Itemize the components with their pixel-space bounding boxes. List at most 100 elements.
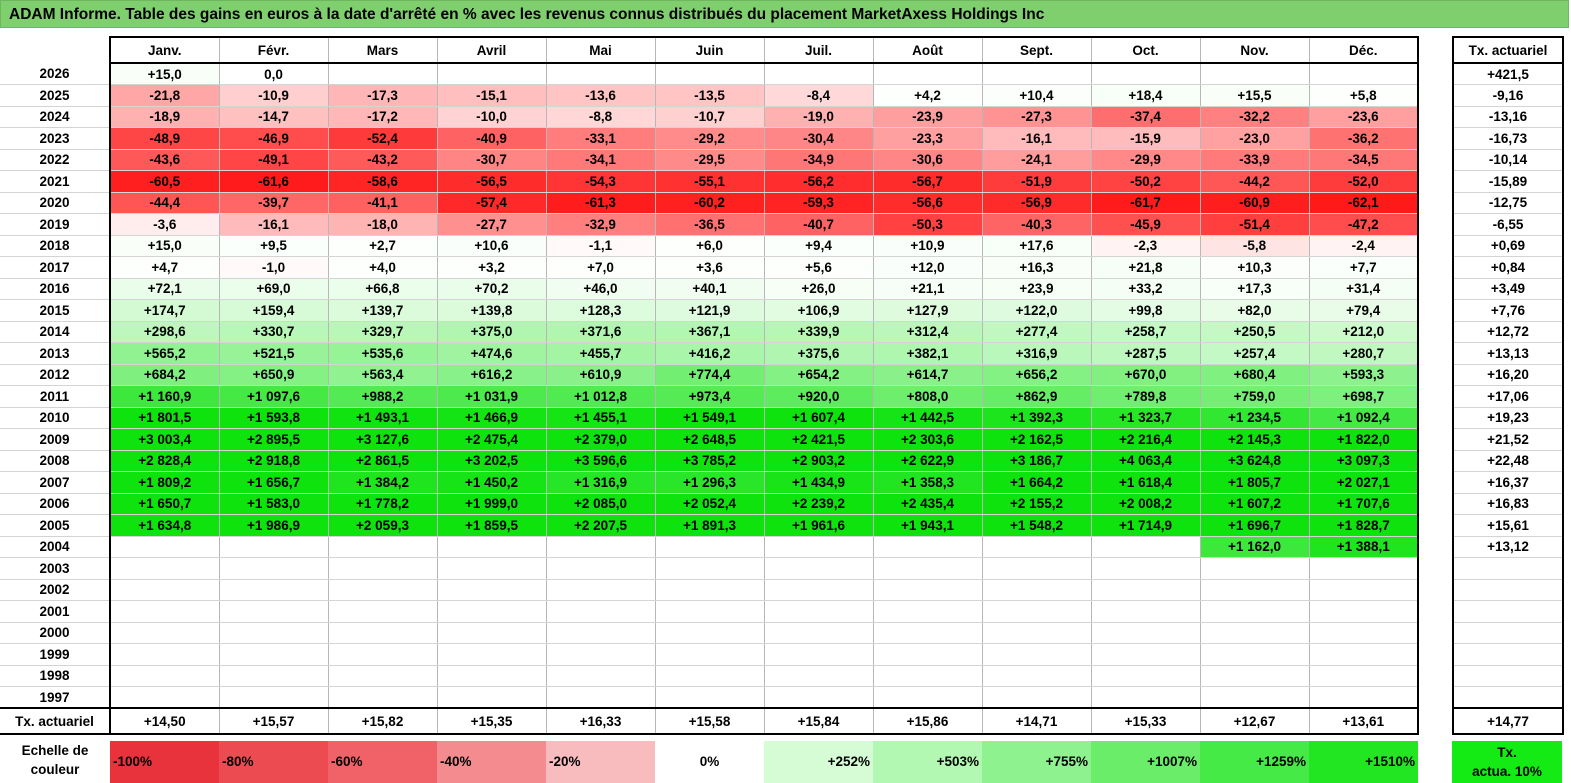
color-scale-label: Echelle de couleur [0,741,110,783]
gain-cell [109,686,220,709]
year-label: 2013 [0,342,111,365]
gain-cell [981,579,1092,601]
actuarial-month-rate: +15,57 [218,707,329,735]
color-scale-swatch: +252% [764,741,873,783]
gain-cell: +2 828,4 [109,450,220,472]
table-row: 2009 +3 003,4 +2 895,5 +3 127,6 +2 475,4 +2 3… [0,428,1419,451]
gain-cell: +367,1 [654,321,765,343]
gain-cell: -32,2 [1199,106,1310,128]
year-label: 2017 [0,256,111,279]
gain-cell: +10,6 [436,235,547,257]
gain-cell: +2 216,4 [1090,428,1201,451]
actuarial-rate-cell: +0,84 [1452,256,1564,279]
actuarial-month-rate: +15,86 [872,707,983,735]
gain-cell [654,600,765,623]
gain-cell: +5,8 [1308,84,1419,107]
gain-cell: +375,6 [763,342,874,365]
month-header: Juin [654,36,765,64]
gain-cell: +1 583,0 [218,493,329,515]
actuarial-row: +13,13 [1452,342,1564,365]
actuarial-rate-cell: -6,55 [1452,213,1564,236]
year-label: 2020 [0,192,111,214]
gain-cell: +382,1 [872,342,983,365]
gain-cell: +2 155,2 [981,493,1092,515]
color-scale-swatch: -40% [437,741,546,783]
actuarial-summary-label: Tx. actuariel [0,707,111,735]
gain-cell: +2 303,6 [872,428,983,451]
gain-cell: +15,0 [109,63,220,85]
gain-cell: +10,3 [1199,256,1310,279]
actuarial-swatch-line2: actua. 10% [1472,764,1542,779]
actuarial-month-rate: +13,61 [1308,707,1419,735]
gain-cell: +250,5 [1199,321,1310,343]
actuarial-rate-cell: +12,72 [1452,321,1564,343]
color-scale-swatch: -60% [328,741,437,783]
gain-cell: +670,0 [1090,364,1201,386]
gain-cell: +5,6 [763,256,874,279]
table-row: 2011 +1 160,9 +1 097,6 +988,2 +1 031,9 +1 012… [0,385,1419,408]
actuarial-rate-cell [1452,665,1564,687]
gain-cell: -2,3 [1090,235,1201,257]
gain-cell: +2 435,4 [872,493,983,515]
gain-cell: +3 186,7 [981,450,1092,472]
actuarial-row: +16,37 [1452,471,1564,494]
gain-cell: +3 097,3 [1308,450,1419,472]
gain-cell: +121,9 [654,299,765,322]
table-row: 2002 [0,579,1419,601]
gain-cell: -49,1 [218,149,329,171]
gain-cell [872,665,983,687]
year-label: 1999 [0,643,111,666]
gain-cell [654,686,765,709]
actuarial-row: -13,16 [1452,106,1564,128]
gain-cell: -40,7 [763,213,874,236]
gain-cell: +593,3 [1308,364,1419,386]
gain-cell: -15,9 [1090,127,1201,150]
gain-cell: +6,0 [654,235,765,257]
gain-cell [654,557,765,580]
gain-cell: +2 421,5 [763,428,874,451]
gain-cell [436,579,547,601]
month-header: Janv. [109,36,220,64]
gain-cell: +329,7 [327,321,438,343]
gain-cell [109,600,220,623]
actuarial-rate-cell [1452,579,1564,601]
actuarial-rate-cell: +421,5 [1452,63,1564,85]
year-label: 2000 [0,622,111,644]
gain-cell [872,686,983,709]
gain-cell: +26,0 [763,278,874,300]
gain-cell: -47,2 [1308,213,1419,236]
color-scale-swatch: +1007% [1091,741,1200,783]
gain-cell: +2 085,0 [545,493,656,515]
gain-cell: -30,7 [436,149,547,171]
actuarial-row [1452,643,1564,666]
gain-cell: +2 008,2 [1090,493,1201,515]
gain-cell: -16,1 [218,213,329,236]
year-label: 2021 [0,170,111,193]
gain-cell: +2 918,8 [218,450,329,472]
gain-cell: -58,6 [327,170,438,193]
gain-cell: +1 696,7 [1199,514,1310,537]
gain-cell: +21,8 [1090,256,1201,279]
gain-cell: +1 012,8 [545,385,656,408]
gain-cell [1308,665,1419,687]
actuarial-row: +0,69 [1452,235,1564,257]
gain-cell: +1 092,4 [1308,407,1419,429]
gain-cell: +1 656,7 [218,471,329,494]
gain-cell [981,622,1092,644]
table-row: 2015 +174,7 +159,4 +139,7 +139,8 +128,3 +121,9… [0,299,1419,322]
gain-cell [1090,600,1201,623]
gain-cell: +1 859,5 [436,514,547,537]
gain-cell [872,622,983,644]
gain-cell [763,686,874,709]
gain-cell [872,643,983,666]
gain-cell: -27,7 [436,213,547,236]
gain-cell [545,686,656,709]
gain-cell: -37,4 [1090,106,1201,128]
gain-cell: +416,2 [654,342,765,365]
actuarial-row: +19,23 [1452,407,1564,429]
gain-cell: +1 961,6 [763,514,874,537]
gain-cell: +46,0 [545,278,656,300]
actuarial-row: +13,12 [1452,536,1564,558]
year-label: 2006 [0,493,111,515]
gain-cell: -29,5 [654,149,765,171]
